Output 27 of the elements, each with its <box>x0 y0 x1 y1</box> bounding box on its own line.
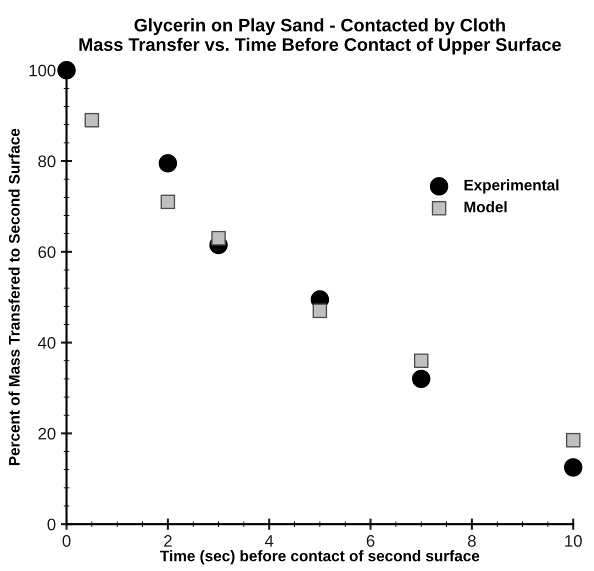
point <box>414 353 428 368</box>
y-tick-label: 40 <box>38 337 56 349</box>
x-tick-label: 6 <box>366 535 374 547</box>
point <box>412 370 430 388</box>
point <box>57 61 76 80</box>
legend-label: Model <box>464 201 507 212</box>
y-tick-label: 20 <box>38 428 56 440</box>
point <box>312 304 328 318</box>
x-axis-title: Time (sec) before contact of second surface <box>160 550 480 564</box>
point <box>564 458 582 477</box>
x-tick-label: 8 <box>468 535 476 547</box>
point <box>158 154 178 172</box>
point <box>84 112 100 128</box>
y-tick-label: 80 <box>38 155 56 168</box>
chart-title: Glycerin on Play Sand - Contacted by Cloth Mass Transfer vs. Time Before Contact of Upper Surface <box>79 18 561 55</box>
point <box>566 432 580 448</box>
x-tick-label: 4 <box>264 535 274 547</box>
legend-label: Experimental <box>464 179 558 194</box>
point <box>160 194 176 210</box>
y-axis-title: Percent of Mass Transfered to Second Surface <box>8 128 20 466</box>
y-tick-label: 100 <box>30 64 56 76</box>
x-tick-label: 2 <box>164 535 172 547</box>
x-tick-label: 10 <box>565 535 582 547</box>
x-tick-label: 0 <box>62 535 71 547</box>
y-tick-label: 60 <box>38 246 56 258</box>
point <box>211 230 226 246</box>
y-tick-label: 0 <box>47 518 56 530</box>
